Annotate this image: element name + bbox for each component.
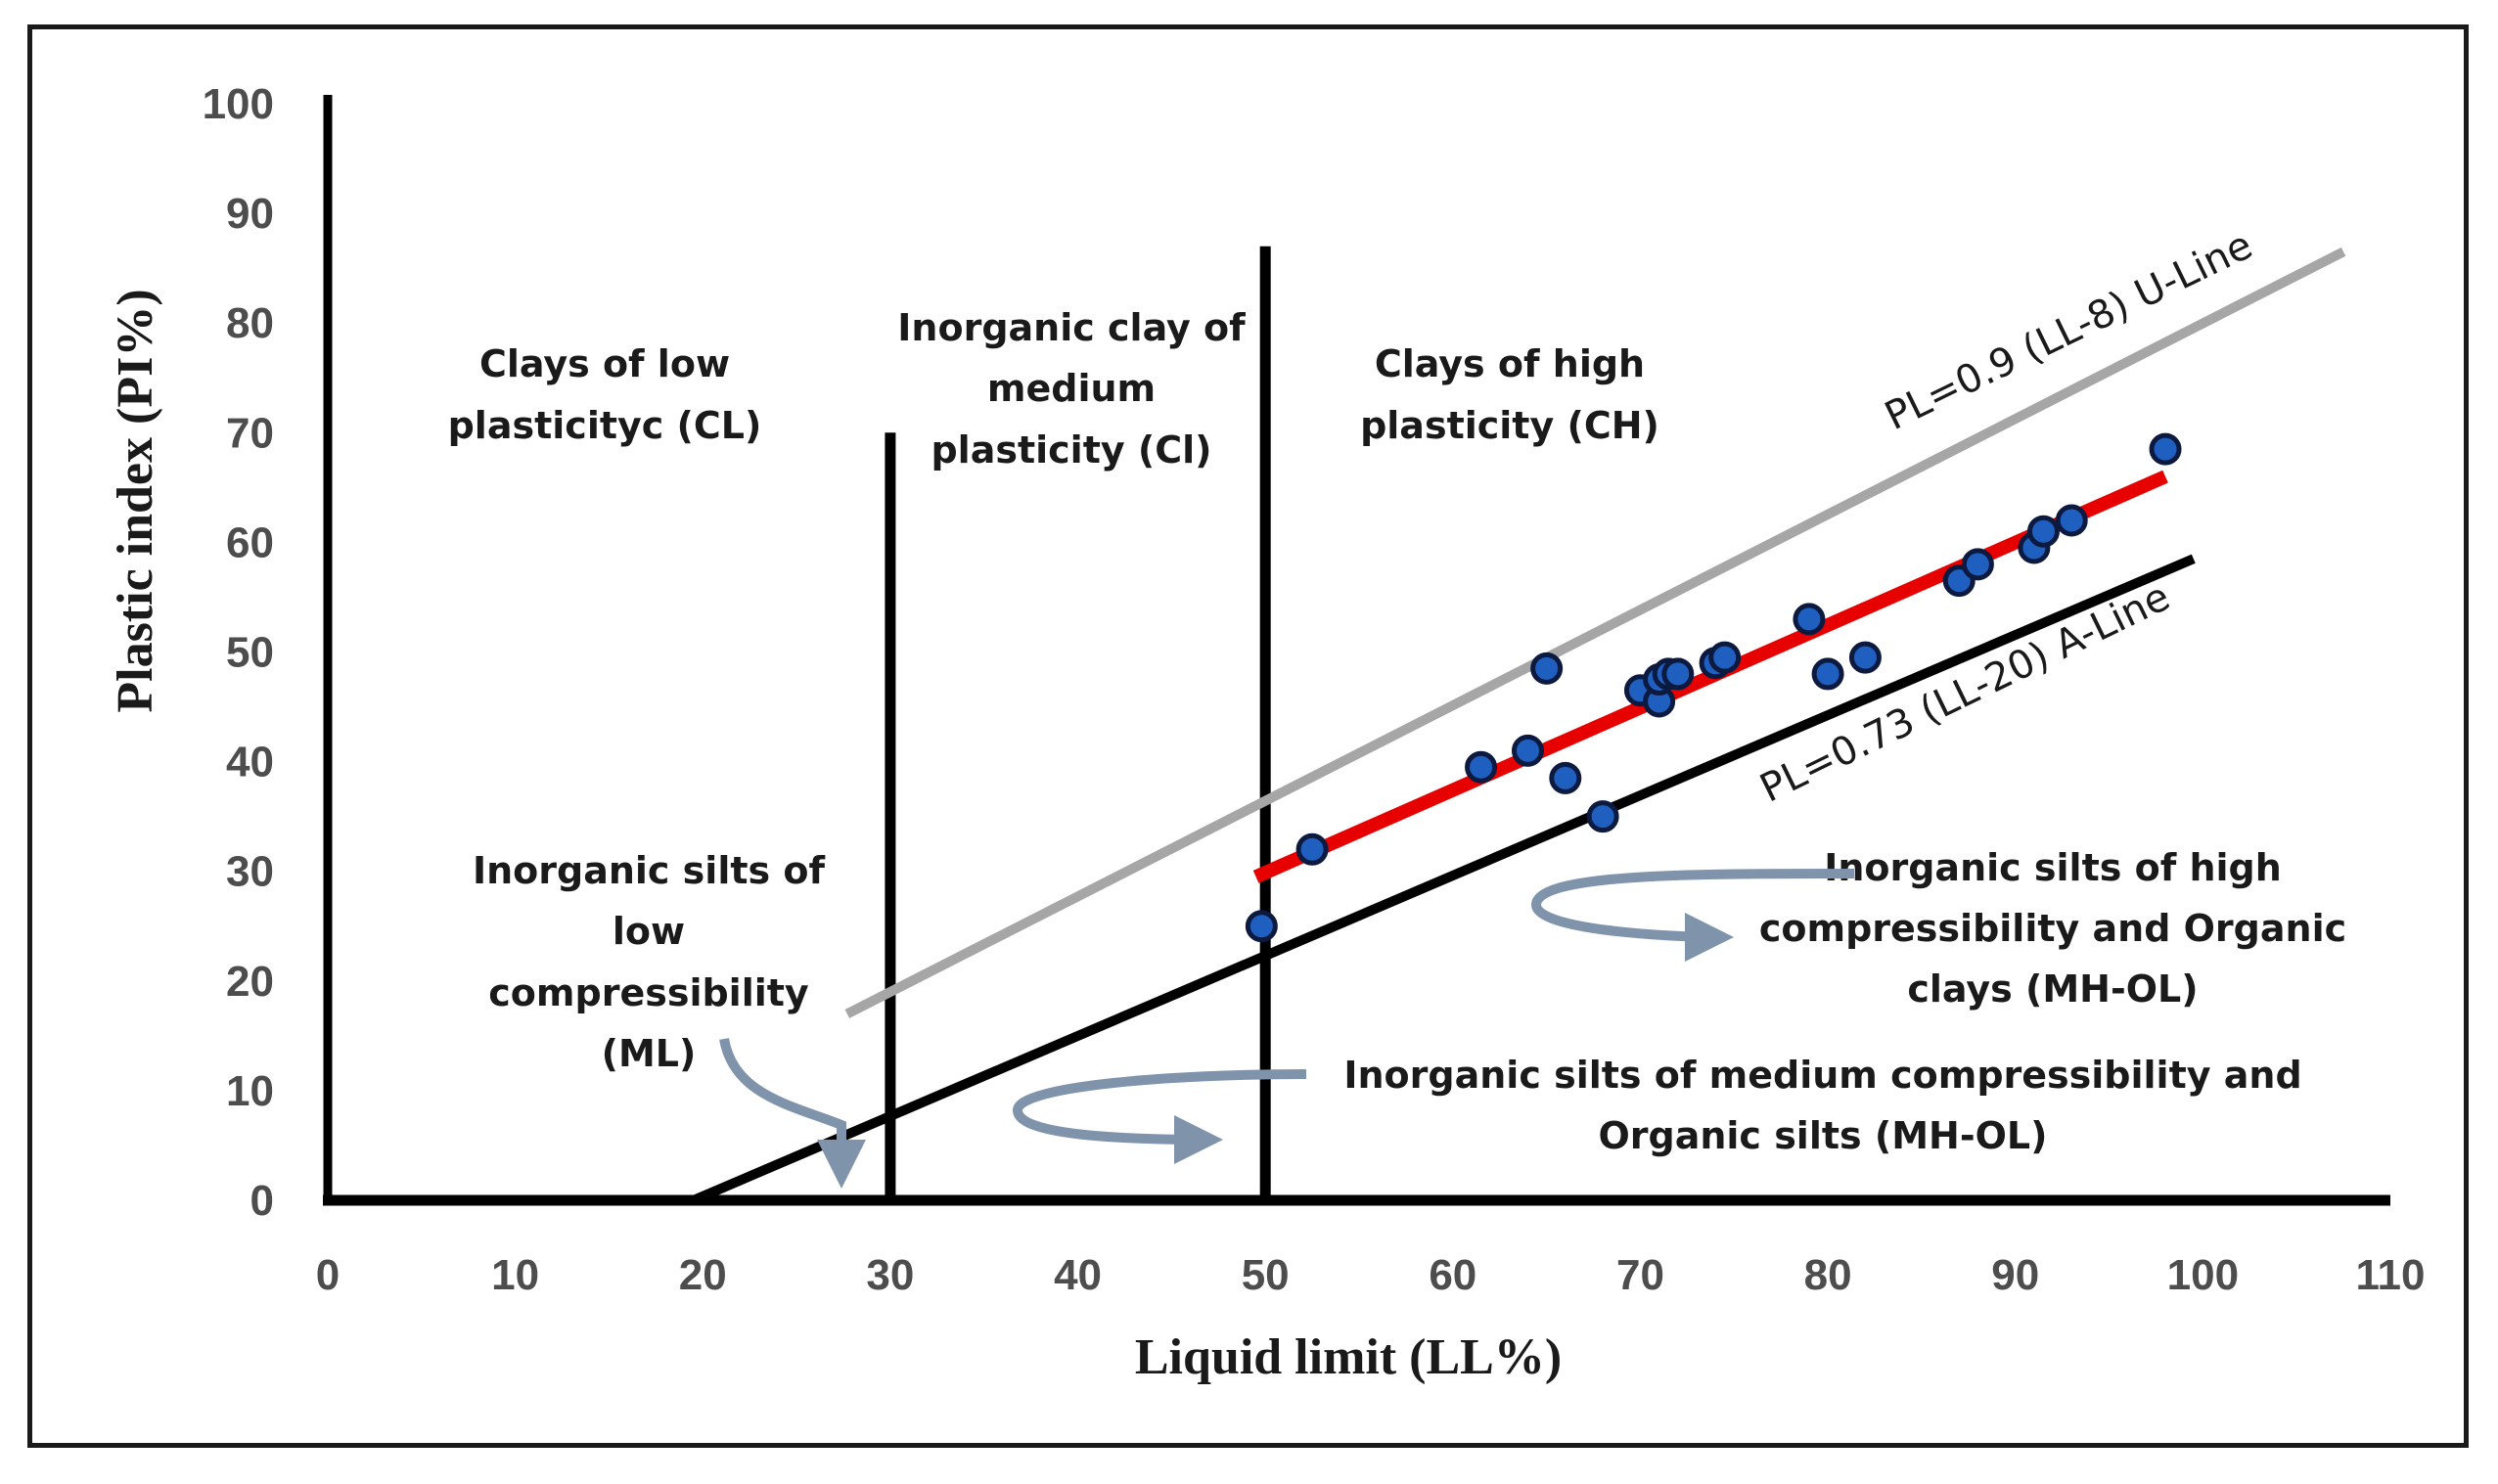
annotation-arrows <box>719 869 1855 1189</box>
x-tick-label: 80 <box>1804 1251 1852 1299</box>
x-tick-label: 20 <box>679 1251 727 1299</box>
arrow-mh-ol-medium <box>1012 1069 1307 1164</box>
zone-label-ml-line: Inorganic silts of <box>473 849 826 892</box>
y-tick-label: 30 <box>226 848 274 896</box>
data-point <box>1961 548 1994 581</box>
zone-label-ci: Inorganic clay of medium plasticity (Cl) <box>897 306 1246 472</box>
x-tick-label: 10 <box>491 1251 539 1299</box>
x-tick-label: 0 <box>316 1251 340 1299</box>
zone-label-mh-ol-high: Inorganic silts of high compressibility … <box>1759 846 2346 1011</box>
data-point <box>1530 652 1564 685</box>
x-tick-label: 110 <box>2356 1251 2426 1299</box>
zone-label-ch-line: plasticity (CH) <box>1360 404 1659 447</box>
x-tick-label: 60 <box>1429 1251 1476 1299</box>
y-tick-label: 60 <box>226 518 274 566</box>
zone-label-ml: Inorganic silts of low compressibility (… <box>473 849 826 1075</box>
x-tick-label: 40 <box>1054 1251 1102 1299</box>
x-tick-label: 30 <box>866 1251 914 1299</box>
zone-label-mh-ol-medium-line: Inorganic silts of medium compressibilit… <box>1343 1054 2301 1097</box>
x-tick-label: 100 <box>2167 1251 2239 1299</box>
x-tick-labels: 0 10 20 30 40 50 60 70 80 90 100 110 <box>316 1251 2426 1299</box>
y-tick-label: 80 <box>226 299 274 347</box>
data-point <box>1708 641 1742 674</box>
data-point <box>1245 910 1278 943</box>
zone-label-mh-ol-medium-line: Organic silts (MH-OL) <box>1598 1114 2047 1157</box>
y-tick-label: 90 <box>226 190 274 238</box>
zone-label-mh-ol-medium: Inorganic silts of medium compressibilit… <box>1343 1054 2301 1157</box>
zone-label-ml-line: (ML) <box>602 1032 697 1075</box>
zone-label-ci-line: plasticity (Cl) <box>931 428 1211 472</box>
u-line <box>844 247 2346 1018</box>
y-tick-labels: 0 10 20 30 40 50 60 70 80 90 100 <box>203 80 274 1225</box>
data-points <box>1245 432 2182 943</box>
zone-label-ml-line: low <box>613 910 685 953</box>
axes <box>323 95 2390 1206</box>
chart-frame <box>27 24 2469 1448</box>
y-axis-title: Plastic index (PI%) <box>108 289 163 712</box>
x-tick-label: 50 <box>1242 1251 1290 1299</box>
data-point <box>1465 750 1498 784</box>
data-point <box>2149 432 2182 466</box>
zone-label-cl: Clays of low plasticityc (CL) <box>448 342 762 447</box>
x-tick-label: 90 <box>1991 1251 2039 1299</box>
y-tick-label: 10 <box>226 1067 274 1115</box>
data-point <box>1811 657 1844 691</box>
zone-label-ci-line: medium <box>987 367 1156 410</box>
arrow-mh-ol-high <box>1530 869 1855 962</box>
data-point <box>1793 603 1826 636</box>
x-tick-label: 70 <box>1616 1251 1664 1299</box>
y-tick-label: 0 <box>250 1177 274 1225</box>
y-tick-label: 50 <box>226 629 274 677</box>
zone-label-ch-line: Clays of high <box>1375 342 1645 385</box>
data-point <box>2055 504 2088 537</box>
y-tick-label: 100 <box>203 80 274 128</box>
zone-label-ch: Clays of high plasticity (CH) <box>1360 342 1659 447</box>
arrow-ml <box>719 1037 866 1189</box>
zone-label-cl-line: Clays of low <box>479 342 730 385</box>
zone-label-mh-ol-high-line: clays (MH-OL) <box>1907 967 2198 1011</box>
reference-lines <box>691 246 2346 1205</box>
zone-label-ci-line: Inorganic clay of <box>897 306 1246 349</box>
zone-label-cl-line: plasticityc (CL) <box>448 404 762 447</box>
zone-label-mh-ol-high-line: compressibility and Organic <box>1759 907 2346 950</box>
data-point <box>1661 657 1695 691</box>
zone-label-ml-line: compressibility <box>488 971 809 1014</box>
y-tick-label: 70 <box>226 409 274 457</box>
data-point <box>1549 761 1582 794</box>
data-point <box>1511 734 1544 767</box>
a-line <box>691 554 2196 1205</box>
data-point <box>2026 515 2060 548</box>
y-tick-label: 40 <box>226 739 274 787</box>
data-point <box>1848 641 1882 674</box>
x-axis-title: Liquid limit (LL%) <box>1135 1329 1562 1385</box>
data-point <box>1295 832 1329 866</box>
y-tick-label: 20 <box>226 958 274 1006</box>
zone-label-mh-ol-high-line: Inorganic silts of high <box>1824 846 2282 889</box>
u-line-label: PL=0.9 (LL-8) U-Line <box>1879 223 2260 440</box>
data-point <box>1586 800 1619 833</box>
